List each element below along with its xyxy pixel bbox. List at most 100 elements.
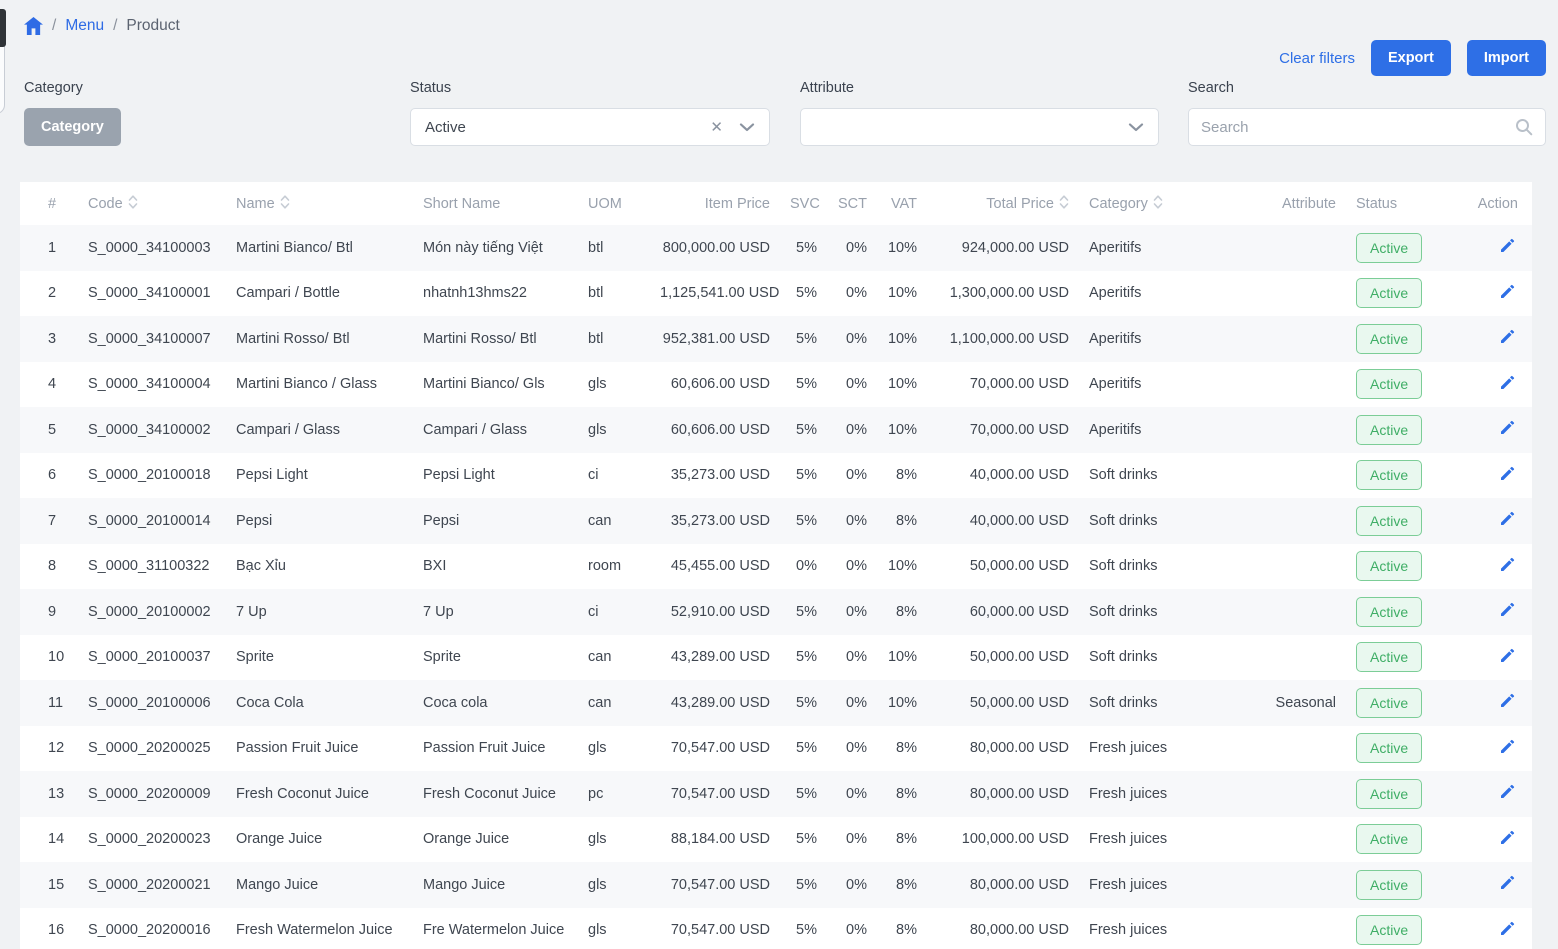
import-button[interactable]: Import	[1467, 40, 1546, 76]
status-badge[interactable]: Active	[1356, 597, 1422, 627]
cell-category: Aperitifs	[1079, 362, 1250, 408]
column-header-short_name: Short Name	[413, 182, 578, 225]
export-button[interactable]: Export	[1371, 40, 1451, 76]
cell-total_price: 70,000.00 USD	[927, 407, 1079, 453]
status-badge[interactable]: Active	[1356, 551, 1422, 581]
status-badge[interactable]: Active	[1356, 460, 1422, 490]
status-badge[interactable]: Active	[1356, 824, 1422, 854]
edit-icon[interactable]	[1499, 379, 1516, 395]
cell-svc: 5%	[780, 225, 827, 271]
cell-uom: ci	[578, 453, 650, 499]
cell-vat: 10%	[877, 635, 927, 681]
category-button[interactable]: Category	[24, 108, 121, 146]
edit-icon[interactable]	[1499, 606, 1516, 622]
breadcrumb-menu-link[interactable]: Menu	[65, 17, 104, 35]
cell-short_name: Coca cola	[413, 680, 578, 726]
cell-num: 12	[20, 726, 78, 772]
cell-name: Orange Juice	[226, 817, 413, 863]
attribute-select[interactable]	[800, 108, 1159, 146]
sidebar-edge	[0, 9, 6, 47]
cell-status: Active	[1346, 271, 1440, 317]
cell-short_name: Món này tiếng Việt	[413, 225, 578, 271]
table-row: 10S_0000_20100037SpriteSpritecan43,289.0…	[20, 635, 1532, 681]
cell-category: Soft drinks	[1079, 680, 1250, 726]
edit-icon[interactable]	[1499, 697, 1516, 713]
status-badge[interactable]: Active	[1356, 506, 1422, 536]
edit-icon[interactable]	[1499, 424, 1516, 440]
cell-item_price: 952,381.00 USD	[650, 316, 780, 362]
sort-icon[interactable]	[128, 194, 138, 214]
cell-sct: 0%	[827, 771, 877, 817]
cell-item_price: 70,547.00 USD	[650, 771, 780, 817]
sort-icon[interactable]	[1153, 194, 1163, 214]
edit-icon[interactable]	[1499, 470, 1516, 486]
status-badge[interactable]: Active	[1356, 870, 1422, 900]
column-header-name[interactable]: Name	[226, 182, 413, 225]
edit-icon[interactable]	[1499, 743, 1516, 759]
cell-code: S_0000_20100006	[78, 680, 226, 726]
chevron-down-icon	[1128, 119, 1144, 135]
edit-icon[interactable]	[1499, 242, 1516, 258]
status-badge[interactable]: Active	[1356, 688, 1422, 718]
cell-category: Aperitifs	[1079, 316, 1250, 362]
cell-uom: pc	[578, 771, 650, 817]
home-icon[interactable]	[24, 17, 43, 35]
cell-vat: 10%	[877, 362, 927, 408]
status-badge[interactable]: Active	[1356, 369, 1422, 399]
edit-icon[interactable]	[1499, 288, 1516, 304]
cell-item_price: 43,289.00 USD	[650, 635, 780, 681]
search-input[interactable]	[1201, 119, 1515, 136]
status-badge[interactable]: Active	[1356, 324, 1422, 354]
clear-filters-link[interactable]: Clear filters	[1279, 50, 1355, 67]
cell-num: 14	[20, 817, 78, 863]
status-badge[interactable]: Active	[1356, 233, 1422, 263]
breadcrumb-current: Product	[126, 17, 179, 35]
status-badge[interactable]: Active	[1356, 415, 1422, 445]
edit-icon[interactable]	[1499, 788, 1516, 804]
edit-icon[interactable]	[1499, 834, 1516, 850]
cell-status: Active	[1346, 362, 1440, 408]
cell-sct: 0%	[827, 544, 877, 590]
sort-icon[interactable]	[280, 194, 290, 214]
status-badge[interactable]: Active	[1356, 642, 1422, 672]
edit-icon[interactable]	[1499, 652, 1516, 668]
cell-category: Fresh juices	[1079, 771, 1250, 817]
cell-vat: 8%	[877, 498, 927, 544]
column-header-sct: SCT	[827, 182, 877, 225]
cell-num: 10	[20, 635, 78, 681]
column-header-total_price[interactable]: Total Price	[927, 182, 1079, 225]
edit-icon[interactable]	[1499, 879, 1516, 895]
status-clear-icon[interactable]: ✕	[710, 118, 723, 136]
cell-vat: 10%	[877, 225, 927, 271]
cell-short_name: Martini Rosso/ Btl	[413, 316, 578, 362]
cell-status: Active	[1346, 862, 1440, 908]
edit-icon[interactable]	[1499, 925, 1516, 941]
cell-svc: 5%	[780, 680, 827, 726]
sort-icon[interactable]	[1059, 194, 1069, 214]
cell-total_price: 100,000.00 USD	[927, 817, 1079, 863]
status-badge[interactable]: Active	[1356, 278, 1422, 308]
cell-action	[1440, 316, 1532, 362]
column-label: SCT	[838, 196, 867, 212]
column-header-category[interactable]: Category	[1079, 182, 1250, 225]
edit-icon[interactable]	[1499, 333, 1516, 349]
chevron-down-icon	[739, 119, 755, 135]
cell-total_price: 80,000.00 USD	[927, 862, 1079, 908]
cell-svc: 5%	[780, 589, 827, 635]
status-select[interactable]: Active ✕	[410, 108, 770, 146]
column-header-item_price: Item Price	[650, 182, 780, 225]
cell-svc: 0%	[780, 544, 827, 590]
status-badge[interactable]: Active	[1356, 915, 1422, 945]
column-header-code[interactable]: Code	[78, 182, 226, 225]
edit-icon[interactable]	[1499, 515, 1516, 531]
edit-icon[interactable]	[1499, 561, 1516, 577]
table-row: 3S_0000_34100007Martini Rosso/ BtlMartin…	[20, 316, 1532, 362]
status-select-value: Active	[425, 119, 710, 136]
cell-attribute	[1250, 635, 1346, 681]
cell-action	[1440, 817, 1532, 863]
status-badge[interactable]: Active	[1356, 779, 1422, 809]
cell-short_name: Fre Watermelon Juice	[413, 908, 578, 949]
cell-code: S_0000_34100007	[78, 316, 226, 362]
search-filter-label: Search	[1188, 80, 1546, 96]
status-badge[interactable]: Active	[1356, 733, 1422, 763]
